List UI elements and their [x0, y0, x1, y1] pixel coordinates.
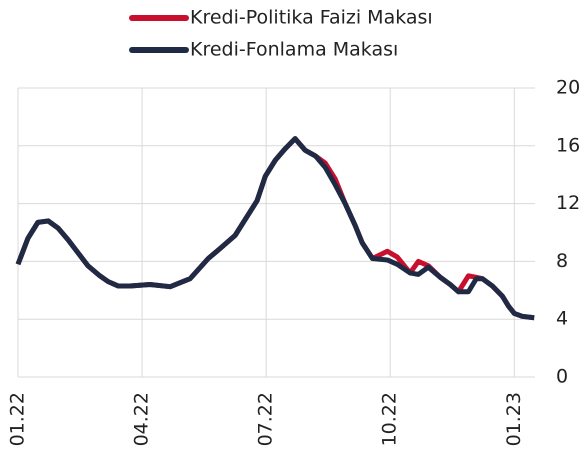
series-line — [15, 136, 535, 321]
x-tick-label: 07.22 — [255, 392, 277, 446]
legend-label: Kredi-Fonlama Makası — [190, 39, 398, 61]
x-tick-label: 04.22 — [131, 392, 153, 446]
y-tick-label: 4 — [556, 308, 568, 330]
x-tick-label: 10.22 — [379, 392, 401, 446]
y-tick-label: 20 — [556, 77, 580, 99]
y-tick-label: 8 — [556, 250, 568, 272]
x-tick-label: 01.22 — [7, 392, 29, 446]
y-tick-label: 0 — [556, 366, 568, 388]
legend-label: Kredi-Politika Faizi Makası — [190, 7, 433, 29]
y-tick-label: 12 — [556, 192, 580, 214]
x-tick-label: 01.23 — [503, 392, 525, 446]
y-tick-label: 16 — [556, 134, 580, 156]
